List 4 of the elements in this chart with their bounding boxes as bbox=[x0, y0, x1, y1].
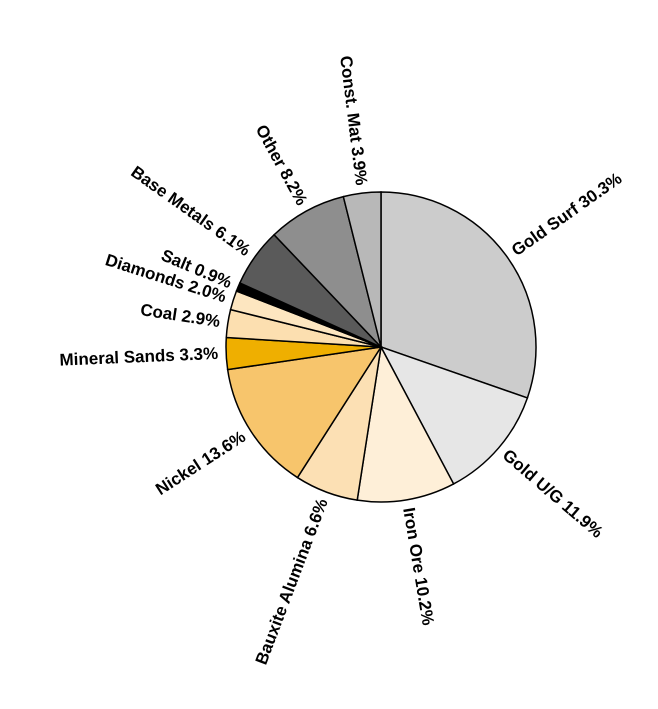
slice-label: Const. Mat 3.9% bbox=[336, 54, 371, 186]
slice-label: Mineral Sands 3.3% bbox=[59, 344, 219, 370]
slice-label: Other 8.2% bbox=[252, 122, 312, 209]
slice-label: Iron Ore 10.2% bbox=[399, 506, 438, 627]
